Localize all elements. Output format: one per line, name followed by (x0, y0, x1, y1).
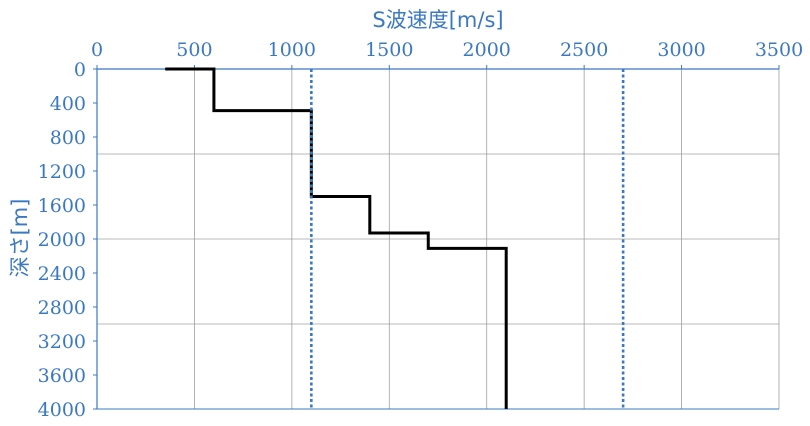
x-tick-label: 0 (91, 39, 103, 61)
y-tick-label: 0 (74, 59, 86, 81)
x-tick-label: 1500 (365, 39, 413, 61)
y-tick-label: 800 (50, 127, 86, 149)
y-tick-label: 4000 (38, 399, 86, 421)
y-tick-label: 3200 (38, 331, 86, 353)
x-tick-label: 3000 (657, 39, 705, 61)
data-series (165, 67, 625, 409)
gridlines (97, 69, 780, 409)
x-axis-title: S波速度[m/s] (372, 8, 503, 32)
y-tick-label: 2800 (38, 297, 86, 319)
y-tick-label: 2000 (38, 229, 86, 251)
x-tick-label: 3500 (755, 39, 803, 61)
axes (93, 65, 780, 410)
x-tick-label: 2000 (463, 39, 511, 61)
y-axis-title: 深さ[m] (8, 199, 32, 278)
x-tick-labels: 0 500 1000 1500 2000 2500 3000 3500 (91, 39, 803, 61)
y-tick-label: 2400 (38, 263, 86, 285)
x-tick-label: 500 (176, 39, 212, 61)
y-tick-label: 1600 (38, 195, 86, 217)
y-tick-label: 400 (50, 93, 86, 115)
x-tick-label: 2500 (560, 39, 608, 61)
x-tick-label: 1000 (268, 39, 316, 61)
y-tick-labels: 0 400 800 1200 1600 2000 2400 2800 3200 3600 4000 (38, 59, 86, 421)
velocity-step-line (165, 67, 508, 409)
y-tick-label: 3600 (38, 365, 86, 387)
y-tick-label: 1200 (38, 161, 86, 183)
